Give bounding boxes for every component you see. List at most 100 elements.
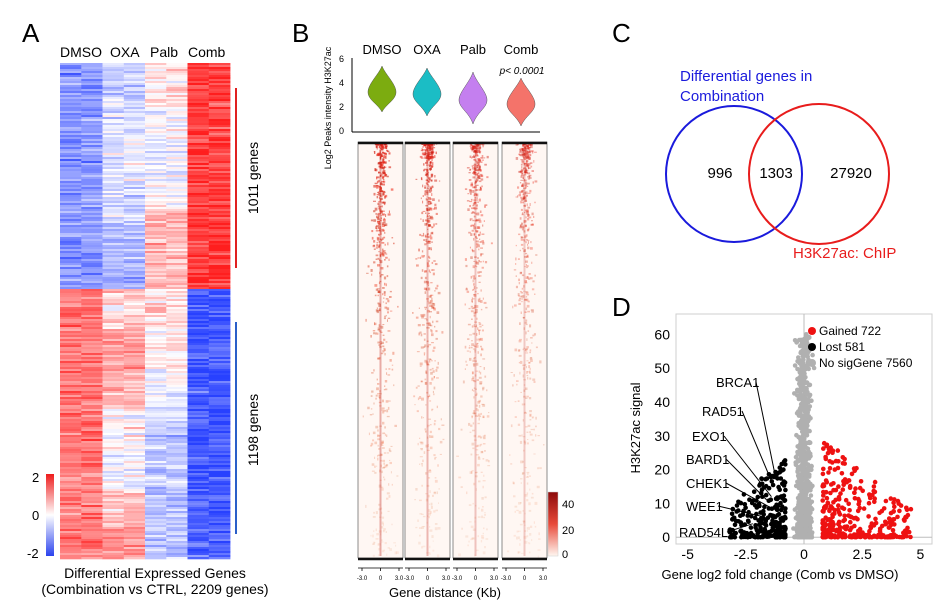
profile-signal [519,271,522,275]
profile-signal [426,187,430,189]
profile-signal [434,457,436,460]
profile-signal [420,276,423,280]
heatmap-cell [60,419,82,422]
heatmap-cell [208,341,231,344]
heatmap-cell [81,553,103,556]
heatmap-cell [208,81,231,84]
profile-signal [470,525,474,529]
profile-signal [470,346,473,349]
heatmap-cell [166,489,188,492]
profile-signal [529,189,532,193]
heatmap-cell [123,197,146,200]
profile-signal [524,199,527,202]
heatmap-cell [187,113,210,116]
profile-signal [393,542,396,544]
heatmap-cell [123,297,146,300]
profile-signal [475,146,478,148]
profile-signal [473,439,477,441]
profile-signal [385,253,388,255]
heatmap-cell [102,259,125,262]
profile-signal [486,415,490,418]
profile-signal [519,291,522,293]
profile-signal [378,186,381,188]
profile-signal [394,424,397,427]
heatmap-cell [60,101,82,104]
heatmap-cell [145,231,167,234]
heatmap-cell [145,89,167,92]
profile-signal [525,156,529,159]
profile-signal [421,526,424,529]
profile-signal [378,401,382,404]
heatmap-cell [208,259,231,262]
heatmap-cell [102,411,125,414]
profile-signal [433,422,436,426]
profile-signal [383,250,386,252]
heatmap-cell [81,519,103,522]
profile-signal [480,253,484,255]
profile-signal [379,199,382,202]
profile-signal [479,186,482,189]
heatmap-cell [81,145,103,148]
profile-signal [518,170,522,173]
heatmap-cell [187,477,210,480]
profile-signal [481,233,485,235]
profile-signal [419,456,423,458]
profile-signal [381,409,384,411]
heatmap-cell [102,115,125,118]
profile-signal [529,410,532,413]
heatmap-cell [102,341,125,344]
profile-signal [378,251,380,253]
profile-signal [427,212,430,215]
profile-signal [428,323,431,326]
heatmap-cell [123,213,146,216]
heatmap-cell [145,269,167,272]
heatmap-cell [166,337,188,340]
heatmap-cell [208,323,231,326]
profile-signal [524,512,526,515]
heatmap-cell [60,485,82,488]
heatmap-cell [102,439,125,442]
profile-signal [437,527,441,530]
heatmap-cell [102,199,125,202]
profile-signal [382,345,385,348]
profile-signal [429,529,433,532]
heatmap-cell [208,179,231,182]
profile-signal [378,145,381,149]
heatmap-cell [123,95,146,98]
heatmap-cell [102,413,125,416]
heatmap-cell [102,165,125,168]
heatmap-cell [145,125,167,128]
profile-signal [518,502,521,505]
profile-signal [374,456,376,459]
heatmap-cell [187,535,210,538]
profile-signal [519,224,523,228]
heatmap-cell [102,127,125,130]
profile-signal [383,221,386,224]
profile-signal [419,534,421,537]
heatmap-cell [145,525,167,528]
heatmap-cell [166,239,188,242]
profile-signal [523,220,526,223]
heatmap-cell [102,73,125,76]
profile-signal [474,146,478,149]
profile-signal [380,206,382,207]
heatmap-cell [123,459,146,462]
profile-signal [473,163,477,166]
profile-signal [436,405,438,409]
profile-signal [474,159,477,161]
profile-signal [524,172,527,175]
profile-signal [475,445,479,448]
heatmap-cell [187,425,210,428]
profile-signal [517,551,521,554]
heatmap-cell [102,427,125,430]
heatmap-cell [208,229,231,232]
profile-signal [382,170,386,173]
profile-signal [388,166,392,169]
heatmap-cell [81,531,103,534]
heatmap-cell [166,347,188,350]
profile-signal [425,212,427,214]
heatmap-cell [208,129,231,132]
heatmap-cell [145,349,167,352]
profile-signal [524,209,527,212]
profile-signal [437,291,441,295]
